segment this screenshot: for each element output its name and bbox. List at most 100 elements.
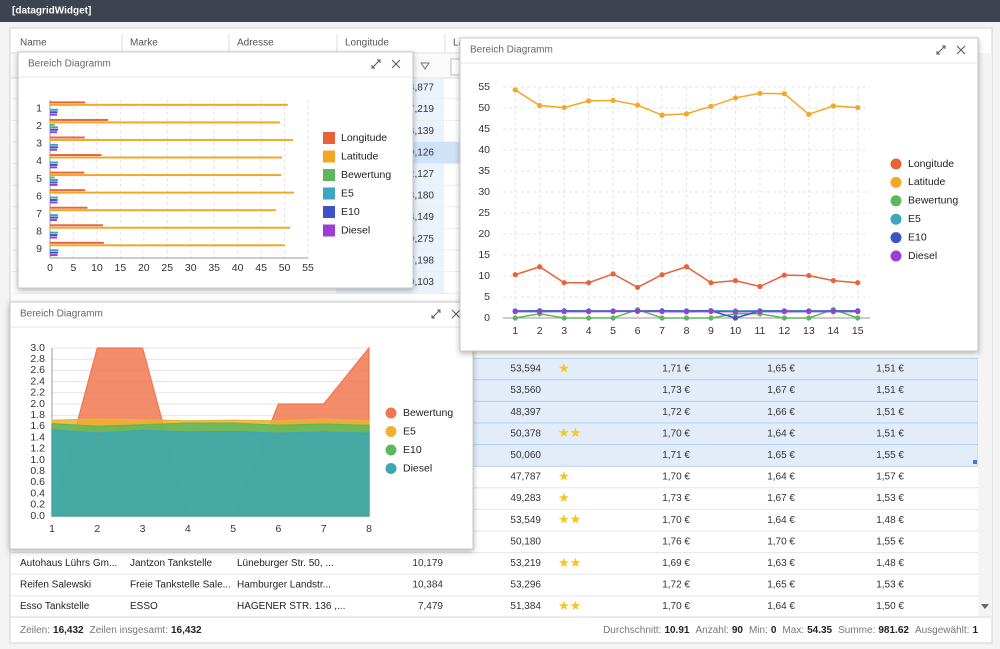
x-tick-label: 5 xyxy=(71,262,77,274)
point xyxy=(659,112,665,118)
legend-swatch xyxy=(323,150,335,163)
y-tick-label: 40 xyxy=(478,144,490,156)
cell-longitude: 8,149 xyxy=(409,212,434,223)
point xyxy=(512,315,518,321)
cell: 53,549 xyxy=(510,515,541,526)
point xyxy=(537,102,543,109)
x-tick-label: 2 xyxy=(94,523,100,535)
y-tick-label: 2.4 xyxy=(30,375,45,387)
rating-stars: ★★ xyxy=(558,598,581,613)
window-title: Bereich Diagramm xyxy=(470,45,553,56)
legend-swatch xyxy=(889,212,903,226)
x-tick-label: 5 xyxy=(230,523,236,535)
area xyxy=(51,429,370,517)
legend-swatch xyxy=(323,169,335,181)
cell-longitude: 8,139 xyxy=(409,126,434,137)
close-button[interactable] xyxy=(391,59,401,69)
point xyxy=(708,103,714,109)
cell: 7,479 xyxy=(418,601,443,612)
x-tick-label: 2 xyxy=(537,325,543,337)
y-tick-label: 5 xyxy=(36,173,42,185)
close-button[interactable] xyxy=(451,309,461,319)
expand-button[interactable] xyxy=(431,309,441,319)
cell: 1,65 € xyxy=(767,580,795,591)
window-title: Bereich Diagramm xyxy=(28,59,111,70)
legend-label: Diesel xyxy=(908,250,937,262)
point xyxy=(806,309,812,315)
point xyxy=(855,309,861,315)
cell-longitude: 10,126 xyxy=(403,147,434,158)
close-button[interactable] xyxy=(956,45,966,55)
bar xyxy=(50,226,291,229)
point xyxy=(855,104,861,111)
point xyxy=(708,280,714,286)
x-tick-label: 30 xyxy=(185,262,197,274)
cell: 53,219 xyxy=(510,558,541,569)
legend-swatch xyxy=(323,187,335,200)
y-tick-label: 3.0 xyxy=(30,342,45,354)
cell: 1,64 € xyxy=(767,515,795,526)
cell: 1,73 € xyxy=(662,493,690,504)
bar xyxy=(50,181,58,184)
footer-label: Ausgewählt: xyxy=(915,625,969,636)
point xyxy=(732,95,739,101)
bar xyxy=(50,123,55,126)
bar xyxy=(50,171,85,174)
point xyxy=(708,308,714,315)
y-tick-label: 50 xyxy=(478,102,490,114)
bar xyxy=(50,111,58,114)
bar xyxy=(50,189,86,192)
column-header: Longitude xyxy=(345,38,389,49)
legend-swatch xyxy=(889,231,903,245)
y-tick-label: 0.0 xyxy=(30,510,45,522)
scrollbar[interactable] xyxy=(978,53,992,617)
x-tick-label: 6 xyxy=(635,325,641,337)
y-tick-label: 1.6 xyxy=(30,420,45,432)
cell: 1,51 € xyxy=(876,407,904,418)
cell: 1,48 € xyxy=(876,515,904,526)
y-tick-label: 2.2 xyxy=(30,387,45,399)
cell: ESSO xyxy=(130,601,158,612)
y-tick-label: 3 xyxy=(36,138,42,150)
bar xyxy=(50,206,88,209)
cell: Jantzon Tankstelle xyxy=(130,558,213,569)
x-tick-label: 13 xyxy=(803,325,815,337)
filter-icon[interactable] xyxy=(420,62,430,70)
bar xyxy=(50,131,58,134)
y-tick-label: 15 xyxy=(478,249,490,261)
cell: 1,51 € xyxy=(876,364,904,375)
point xyxy=(659,315,665,321)
bar xyxy=(50,183,58,186)
footer-label: Min: xyxy=(749,625,768,636)
expand-button[interactable] xyxy=(936,45,946,55)
point xyxy=(855,280,861,286)
point xyxy=(683,315,690,321)
y-tick-label: 1.8 xyxy=(30,409,45,421)
legend-label: E5 xyxy=(341,187,354,199)
scroll-down[interactable] xyxy=(981,604,989,609)
cell-longitude: 10,275 xyxy=(403,234,434,245)
bar xyxy=(50,136,85,139)
cell: 1,72 € xyxy=(662,580,690,591)
point xyxy=(732,278,739,284)
legend-swatch xyxy=(384,462,398,475)
cell: 1,55 € xyxy=(876,450,904,461)
cell: 1,67 € xyxy=(767,385,795,396)
expand-button[interactable] xyxy=(371,59,381,69)
cell: 1,70 € xyxy=(662,515,690,526)
bar xyxy=(50,219,58,221)
bar xyxy=(50,143,58,146)
point xyxy=(634,284,641,290)
cell-longitude: 8,877 xyxy=(409,83,434,94)
y-tick-label: 9 xyxy=(36,243,42,255)
point xyxy=(806,315,812,321)
cell: 1,72 € xyxy=(662,407,690,418)
point xyxy=(634,102,641,108)
point xyxy=(830,103,836,109)
cell: 1,51 € xyxy=(876,385,904,396)
footer-value: 16,432 xyxy=(171,625,202,636)
legend-swatch xyxy=(889,175,903,189)
cell: 1,67 € xyxy=(767,493,795,504)
